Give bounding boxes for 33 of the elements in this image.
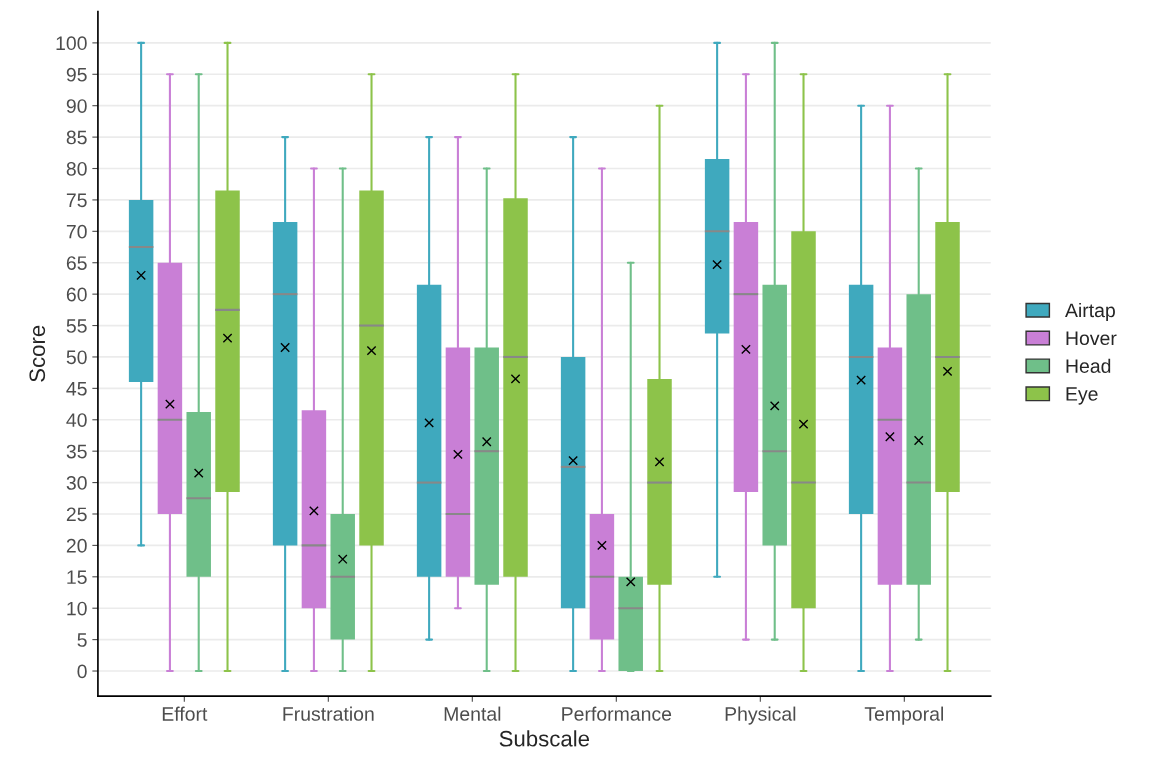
- y-tick-label: 50: [66, 350, 87, 365]
- legend-label: Airtap: [1065, 302, 1115, 322]
- y-tick-label: 25: [66, 507, 87, 522]
- y-tick-label: 5: [77, 633, 87, 647]
- y-tick-label: 55: [66, 319, 87, 333]
- y-tick-label: 35: [66, 444, 87, 459]
- y-tick-label: 40: [66, 413, 87, 427]
- x-tick-label: Frustration: [283, 706, 374, 721]
- y-tick-label: 80: [66, 161, 87, 176]
- x-tick-label: Physical: [725, 706, 796, 725]
- x-tick-label: Performance: [562, 706, 672, 721]
- y-tick-label: 90: [66, 99, 87, 113]
- x-tick-label: Effort: [162, 706, 208, 721]
- y-tick-label: 10: [67, 601, 87, 616]
- legend-label: Hover: [1066, 331, 1117, 346]
- y-tick-label: 60: [66, 287, 87, 302]
- x-tick-label: Mental: [444, 706, 501, 721]
- y-tick-label: 85: [66, 130, 87, 145]
- y-axis-title: Score: [29, 325, 46, 382]
- y-tick-label: 95: [66, 67, 87, 82]
- x-axis-title: Subscale: [499, 730, 590, 747]
- legend-label: Head: [1066, 358, 1111, 373]
- y-tick-label: 45: [66, 382, 87, 396]
- x-tick-label: Temporal: [864, 706, 943, 725]
- y-tick-label: 70: [66, 224, 87, 239]
- y-tick-label: 20: [66, 538, 87, 553]
- legend-label: Eye: [1066, 387, 1098, 405]
- y-tick-label: 30: [66, 476, 87, 490]
- y-tick-label: 75: [66, 193, 87, 208]
- y-tick-label: 15: [67, 570, 87, 585]
- y-tick-label: 100: [56, 36, 87, 51]
- y-tick-label: 0: [77, 664, 87, 679]
- y-tick-label: 65: [66, 256, 87, 270]
